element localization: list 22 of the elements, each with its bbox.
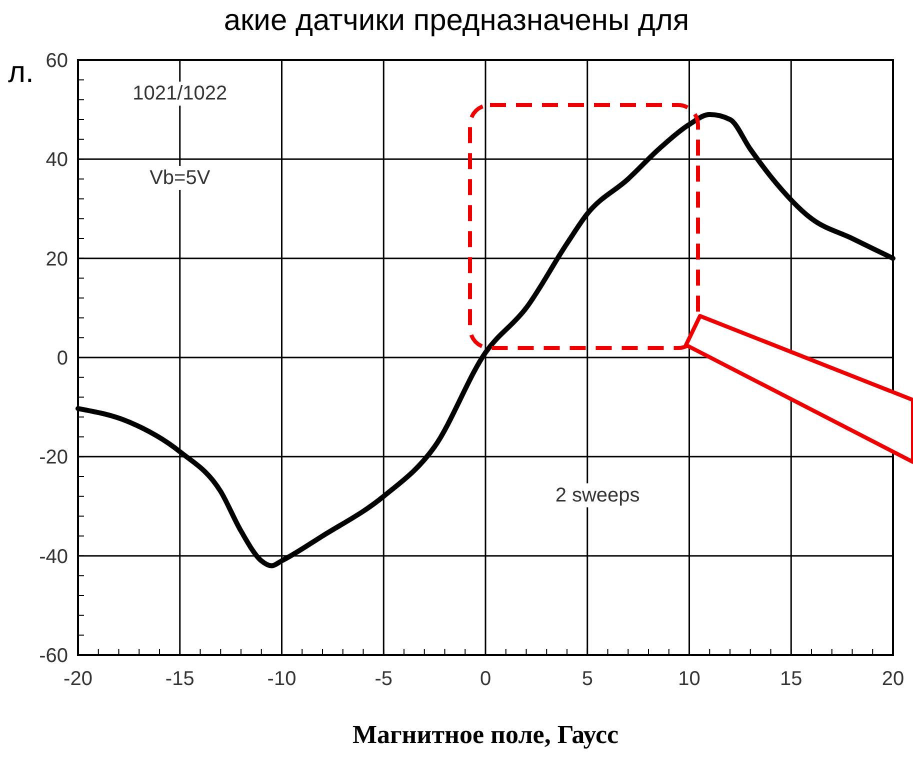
y-tick-label: 20 [46, 248, 68, 270]
x-tick-label: -5 [374, 668, 393, 690]
y-tick-label: -60 [39, 645, 68, 667]
annotation: 2 sweeps [555, 484, 640, 506]
x-tick-label: 20 [882, 668, 904, 690]
y-tick-label: 60 [46, 50, 68, 72]
x-tick-label: 0 [480, 668, 492, 690]
y-tick-label: 0 [56, 348, 68, 370]
x-tick-label: -20 [64, 668, 92, 690]
x-tick-label: -15 [165, 668, 194, 690]
y-tick-label: -20 [39, 446, 68, 469]
y-tick-label: -40 [39, 546, 68, 568]
y-tick-label: 40 [46, 149, 68, 172]
x-tick-label: 15 [780, 668, 802, 690]
annotation: Vb=5V [150, 166, 211, 189]
text: л. [8, 56, 34, 89]
x-axis-title: Магнитное поле, Гаусс [352, 720, 619, 749]
text: акие датчики предназначены для [224, 4, 690, 37]
annotation: 1021/1022 [132, 82, 228, 105]
x-tick-label: 10 [678, 668, 700, 690]
x-tick-label: 5 [582, 668, 593, 690]
x-tick-label: -10 [267, 668, 296, 690]
